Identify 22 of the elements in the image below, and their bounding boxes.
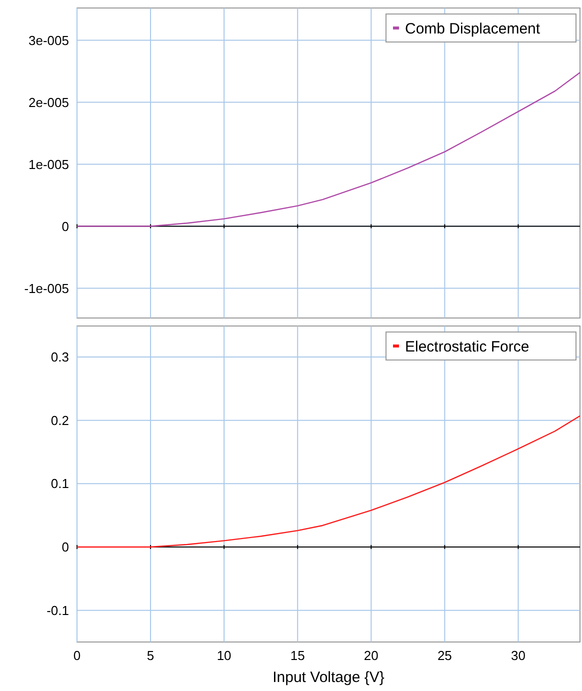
x-tick-label: 20 — [364, 648, 378, 663]
y-tick-label: 1e-005 — [28, 156, 69, 172]
y-tick-label: 2e-005 — [28, 94, 69, 110]
y-tick-label: 3e-005 — [28, 32, 69, 48]
x-tick-label: 0 — [73, 648, 81, 663]
y-tick-label: -1e-005 — [24, 280, 69, 296]
line-series — [76, 72, 581, 227]
y-tick-label: 0 — [62, 540, 69, 555]
x-tick-label: 15 — [290, 648, 305, 663]
x-tick-label: 25 — [437, 648, 452, 663]
x-tick-label: 30 — [510, 648, 526, 663]
x-axis-title: Input Voltage {V} — [272, 669, 384, 686]
legend-label: Comb Displacement — [405, 20, 541, 38]
line-series — [76, 415, 581, 548]
y-tick-label: 0.2 — [50, 412, 69, 428]
x-tick-label: 10 — [216, 648, 232, 663]
legend-label: Electrostatic Force — [405, 338, 530, 356]
y-tick-label: 0.1 — [50, 476, 69, 492]
y-tick-label: 0.3 — [50, 350, 69, 365]
y-tick-label: -0.1 — [46, 602, 69, 618]
x-tick-label: 5 — [146, 648, 154, 663]
y-tick-label: 0 — [62, 218, 69, 234]
